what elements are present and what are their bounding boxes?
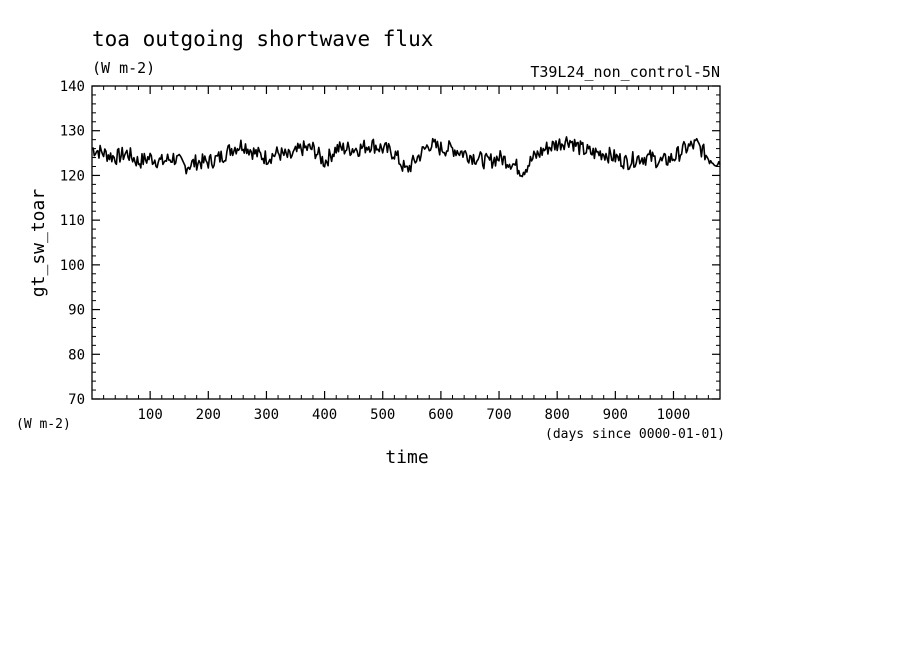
x-tick-label: 300 xyxy=(254,407,279,423)
chart-title-group: toa outgoing shortwave flux (W m-2) T39L… xyxy=(92,27,720,81)
y-axis-ticks: 70 80 90 100 110 120 130 140 xyxy=(60,79,720,408)
y-tick-label: 90 xyxy=(68,303,85,319)
y-tick-label: 80 xyxy=(68,347,85,363)
chart-subtitle: (W m-2) xyxy=(92,59,155,77)
series-line xyxy=(91,136,721,178)
x-tick-label: 1000 xyxy=(657,407,691,423)
y-tick-label: 110 xyxy=(60,213,85,229)
x-tick-label: 500 xyxy=(370,407,395,423)
x-tick-label: 800 xyxy=(545,407,570,423)
y-tick-label: 70 xyxy=(68,392,85,408)
x-tick-label: 900 xyxy=(603,407,628,423)
y-tick-label: 120 xyxy=(60,168,85,184)
x-tick-label: 400 xyxy=(312,407,337,423)
run-label: T39L24_non_control-5N xyxy=(530,63,720,81)
x-tick-label: 700 xyxy=(486,407,511,423)
y-tick-label: 130 xyxy=(60,124,85,140)
y-tick-label: 100 xyxy=(60,258,85,274)
x-units-label: (days since 0000-01-01) xyxy=(545,427,725,442)
y-tick-label: 140 xyxy=(60,79,85,95)
y-units-label: (W m-2) xyxy=(16,417,71,432)
plot-frame xyxy=(91,85,721,400)
chart-title: toa outgoing shortwave flux xyxy=(92,27,433,51)
x-tick-label: 100 xyxy=(137,407,162,423)
x-axis-title: time xyxy=(385,447,428,468)
minor-ticks xyxy=(92,86,720,399)
x-tick-label: 600 xyxy=(428,407,453,423)
x-tick-label: 200 xyxy=(196,407,221,423)
x-axis-ticks: 100 200 300 400 500 600 700 800 900 1000 xyxy=(137,86,690,423)
y-axis-title: gt_sw_toar xyxy=(28,189,49,298)
